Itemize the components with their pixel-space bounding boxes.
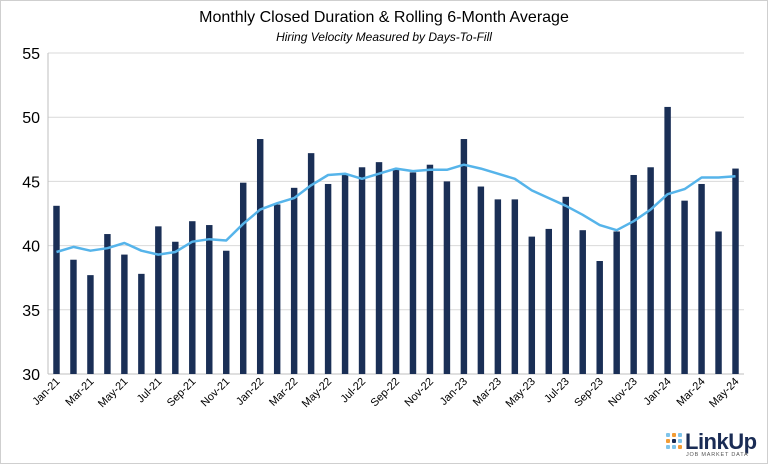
bar bbox=[613, 231, 620, 374]
bar bbox=[579, 230, 586, 374]
bar bbox=[341, 174, 349, 374]
bar bbox=[409, 172, 417, 374]
bar bbox=[273, 204, 281, 374]
x-tick-label: Sep-23 bbox=[572, 376, 606, 410]
x-tick-label: Jan-24 bbox=[641, 376, 673, 408]
x-tick-label: Sep-21 bbox=[165, 376, 199, 410]
x-tick-label: Mar-24 bbox=[675, 376, 708, 409]
bar bbox=[87, 275, 94, 374]
x-tick-label: May-22 bbox=[300, 376, 334, 410]
x-tick-label: Sep-22 bbox=[369, 376, 403, 410]
y-tick-label: 45 bbox=[22, 174, 40, 191]
bar bbox=[392, 169, 400, 374]
bar bbox=[664, 106, 671, 374]
bar bbox=[681, 200, 688, 374]
logo-name: LinkUp bbox=[685, 429, 757, 454]
x-tick-label: May-23 bbox=[503, 376, 537, 410]
bar bbox=[155, 226, 162, 374]
x-tick-label: Jul-23 bbox=[542, 376, 572, 406]
bar bbox=[189, 221, 196, 374]
bar bbox=[715, 231, 722, 374]
rolling-average-line bbox=[56, 163, 736, 256]
logo-dots-icon bbox=[666, 433, 684, 451]
y-tick-label: 40 bbox=[22, 239, 40, 256]
x-tick-label: Jan-23 bbox=[438, 376, 470, 408]
bar bbox=[256, 139, 264, 374]
y-tick-label: 30 bbox=[22, 367, 40, 384]
bar bbox=[70, 259, 77, 374]
bar bbox=[426, 164, 434, 374]
y-tick-label: 55 bbox=[22, 46, 40, 63]
bar bbox=[494, 199, 502, 374]
bar bbox=[172, 241, 179, 374]
bar bbox=[324, 183, 332, 374]
bar bbox=[698, 183, 705, 374]
bar bbox=[562, 196, 569, 374]
bar bbox=[358, 167, 366, 374]
bar bbox=[630, 174, 637, 374]
bar bbox=[511, 199, 519, 374]
y-tick-label: 50 bbox=[22, 110, 40, 127]
bar bbox=[596, 261, 603, 374]
x-tick-label: Nov-21 bbox=[199, 376, 233, 410]
x-tick-label: Jul-22 bbox=[338, 376, 368, 406]
x-tick-label: May-24 bbox=[707, 376, 741, 410]
bar bbox=[528, 236, 536, 374]
logo-tagline: JOB MARKET DATA bbox=[686, 452, 749, 458]
y-tick-label: 35 bbox=[22, 303, 40, 320]
bar bbox=[239, 182, 247, 374]
bar bbox=[223, 250, 230, 374]
linkup-logo: LinkUp JOB MARKET DATA bbox=[666, 429, 766, 461]
bar bbox=[477, 186, 485, 374]
bar bbox=[290, 187, 298, 374]
bar bbox=[545, 228, 553, 374]
bar bbox=[375, 162, 383, 374]
x-tick-label: Nov-23 bbox=[606, 376, 640, 410]
bar bbox=[732, 168, 739, 374]
chart-title: Monthly Closed Duration & Rolling 6-Mont… bbox=[199, 9, 569, 26]
x-tick-label: May-21 bbox=[96, 376, 130, 410]
x-tick-label: Mar-22 bbox=[267, 376, 300, 409]
bar bbox=[307, 153, 315, 374]
bar bbox=[138, 273, 145, 374]
chart-subtitle: Hiring Velocity Measured by Days-To-Fill bbox=[276, 30, 492, 44]
x-tick-label: Jul-21 bbox=[135, 376, 165, 406]
bar bbox=[460, 139, 468, 374]
bar bbox=[53, 205, 60, 374]
bar bbox=[443, 181, 451, 374]
x-tick-label: Mar-23 bbox=[471, 376, 504, 409]
x-tick-label: Mar-21 bbox=[63, 376, 96, 409]
bar bbox=[104, 234, 111, 374]
bar bbox=[647, 167, 654, 374]
x-tick-label: Jan-22 bbox=[234, 376, 266, 408]
bar bbox=[206, 225, 213, 374]
bar bbox=[121, 254, 128, 374]
x-tick-label: Nov-22 bbox=[403, 376, 437, 410]
